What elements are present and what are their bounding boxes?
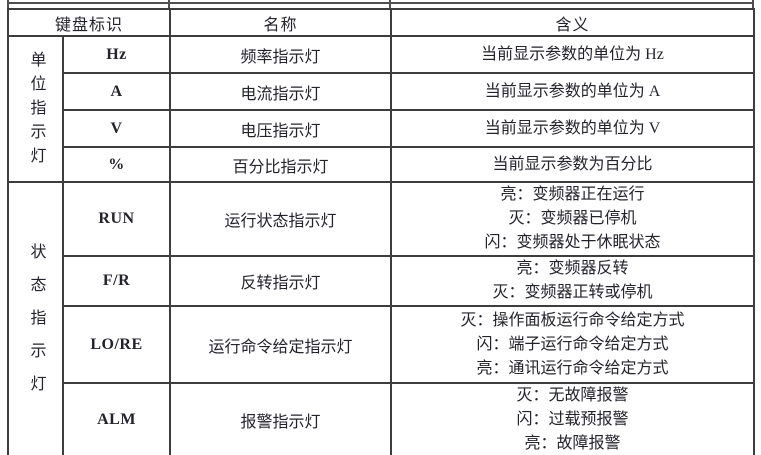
table-row-hz: 单位指示灯 Hz 频率指示灯 当前显示参数的单位为 Hz xyxy=(7,35,756,183)
indicator-name: 电流指示灯 xyxy=(169,72,393,111)
indicator-name: 频率指示灯 xyxy=(169,35,393,74)
col-header-keyboard-mark: 键盘标识 xyxy=(6,8,172,37)
table-row-percent: % 百分比指示灯 当前显示参数为百分比 xyxy=(8,146,756,183)
table-row-run: 状态指示灯 RUN 运行状态指示灯 亮：变频器正在运行 灭：变频器已停机 闪：变… xyxy=(7,181,756,455)
cropped-border-stub xyxy=(752,0,754,9)
table-header-row: 键盘标识 名称 含义 xyxy=(6,8,756,37)
group-label-text: 状态指示灯 xyxy=(27,243,45,408)
indicator-name: 百分比指示灯 xyxy=(169,146,393,183)
table-row-alm: ALM 报警指示灯 灭：无故障报警 闪：过载预报警 亮：故障报警 xyxy=(8,382,756,455)
indicator-name: 电压指示灯 xyxy=(169,109,393,148)
indicator-mark: V xyxy=(61,109,172,148)
indicator-meaning: 当前显示参数的单位为 A xyxy=(390,72,756,111)
indicator-meaning: 当前显示参数为百分比 xyxy=(390,146,756,183)
table-row-v: V 电压指示灯 当前显示参数的单位为 V xyxy=(8,109,756,148)
table-row-fr: F/R 反转指示灯 亮：变频器反转 灭：变频器正转或停机 xyxy=(8,255,756,307)
indicator-name: 运行命令给定指示灯 xyxy=(169,305,393,384)
indicator-mark: % xyxy=(61,146,172,183)
cropped-previous-row-border xyxy=(7,2,754,4)
col-header-name: 名称 xyxy=(169,8,393,37)
indicator-meaning: 亮：变频器反转 灭：变频器正转或停机 xyxy=(390,255,756,307)
indicator-mark: F/R xyxy=(61,255,172,307)
cropped-border-stub xyxy=(389,0,391,9)
cropped-border-stub xyxy=(168,0,170,9)
indicator-name: 反转指示灯 xyxy=(169,255,393,307)
group-label-status-indicators: 状态指示灯 xyxy=(7,181,64,455)
indicator-mark: ALM xyxy=(61,382,172,455)
indicator-name: 运行状态指示灯 xyxy=(169,181,393,257)
group-label-text: 单位指示灯 xyxy=(27,50,45,171)
indicator-mark: RUN xyxy=(61,181,172,257)
indicator-name: 报警指示灯 xyxy=(169,382,393,455)
indicator-table: 键盘标识 名称 含义 单位指示灯 Hz 频率指示灯 当前显示参数的单位为 Hz … xyxy=(6,8,756,455)
indicator-mark: Hz xyxy=(61,35,172,74)
indicator-meaning: 亮：变频器正在运行 灭：变频器已停机 闪：变频器处于休眠状态 xyxy=(390,181,756,257)
group-label-unit-indicators: 单位指示灯 xyxy=(7,35,64,183)
indicator-mark: A xyxy=(61,72,172,111)
col-header-meaning: 含义 xyxy=(390,8,756,37)
table-row-a: A 电流指示灯 当前显示参数的单位为 A xyxy=(8,72,756,111)
cropped-border-stub xyxy=(7,0,9,9)
table-row-lore: LO/RE 运行命令给定指示灯 灭：操作面板运行命令给定方式 闪：端子运行命令给… xyxy=(8,305,756,384)
indicator-mark: LO/RE xyxy=(61,305,172,384)
indicator-meaning: 当前显示参数的单位为 Hz xyxy=(390,35,756,74)
indicator-meaning: 当前显示参数的单位为 V xyxy=(390,109,756,148)
indicator-meaning: 灭：无故障报警 闪：过载预报警 亮：故障报警 xyxy=(390,382,756,455)
indicator-meaning: 灭：操作面板运行命令给定方式 闪：端子运行命令给定方式 亮：通讯运行命令给定方式 xyxy=(390,305,756,384)
